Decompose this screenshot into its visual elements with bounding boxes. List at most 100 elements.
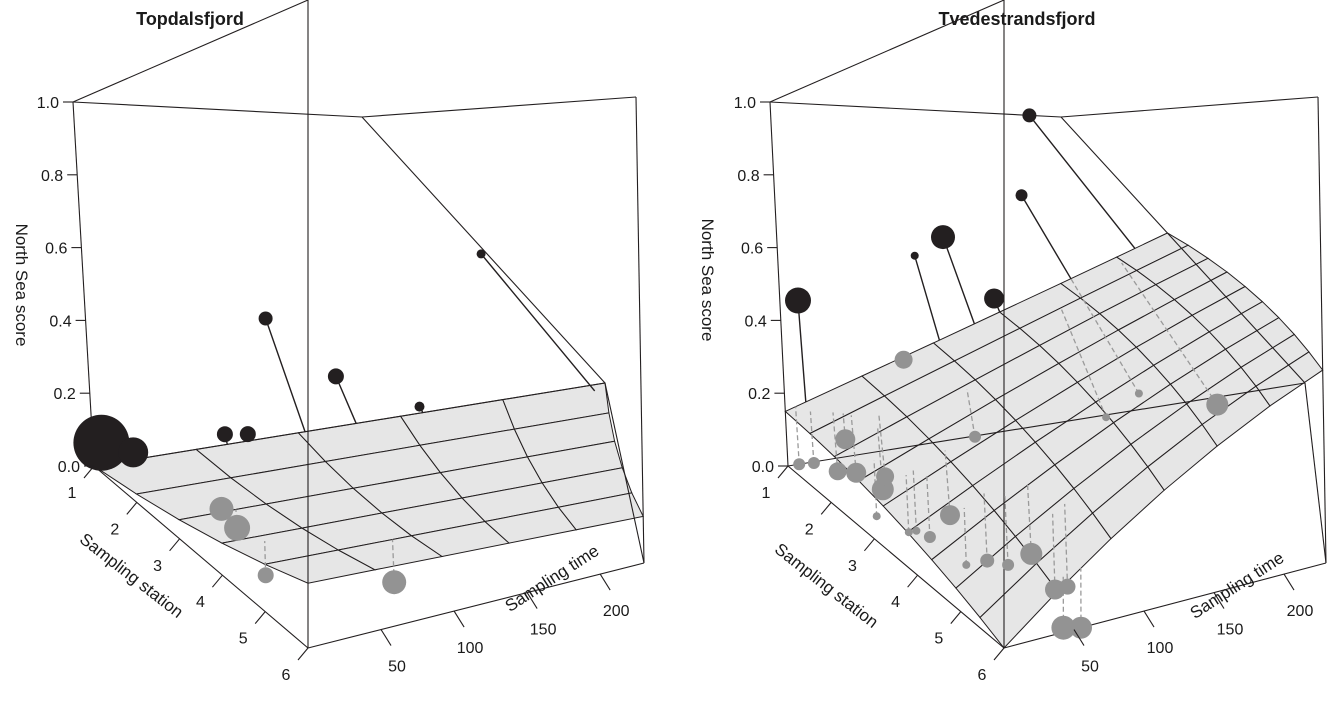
box-edge	[1304, 382, 1327, 564]
data-point	[209, 496, 234, 521]
x-tick	[380, 629, 392, 646]
z-tick-label: 0.0	[752, 459, 774, 476]
y-tick-label: 6	[282, 667, 291, 684]
x-tick-label: 150	[530, 622, 557, 639]
data-point	[414, 401, 425, 412]
data-point	[257, 567, 274, 584]
y-tick	[126, 502, 138, 515]
residual-stem	[942, 236, 976, 325]
data-point	[216, 426, 233, 443]
residual-stem	[832, 412, 839, 472]
residual-stem	[335, 376, 357, 424]
residual-stem	[1070, 278, 1140, 394]
y-tick-label: 4	[891, 594, 900, 611]
data-point	[923, 531, 936, 543]
box-edge	[361, 116, 606, 384]
x-tick-label: 50	[388, 659, 406, 676]
z-axis-label: North Sea score	[12, 224, 31, 347]
data-point	[931, 225, 955, 250]
residual-stem	[797, 300, 807, 403]
y-tick	[820, 502, 832, 515]
data-point	[258, 311, 273, 326]
z-axis-label: North Sea score	[698, 219, 717, 342]
box-edge	[1060, 96, 1319, 118]
y-tick	[211, 574, 223, 588]
y-tick	[254, 611, 266, 624]
data-point	[835, 429, 856, 450]
x-tick-label: 50	[1081, 659, 1099, 676]
box-edge	[307, 562, 645, 649]
y-tick-label: 1	[762, 485, 771, 502]
residual-stem	[1026, 482, 1032, 554]
z-tick-label: 0.6	[45, 241, 67, 258]
data-point	[940, 505, 960, 526]
residual-stem	[794, 406, 800, 465]
data-point	[118, 437, 149, 468]
z-tick-label: 0.8	[737, 168, 759, 185]
chart-title: Topdalsfjord	[136, 9, 244, 29]
data-point	[1051, 615, 1076, 640]
y-tick-label: 6	[978, 667, 987, 684]
data-point	[980, 553, 995, 568]
residual-stem	[480, 253, 596, 392]
data-point	[224, 514, 251, 541]
z-tick-label: 0.0	[58, 459, 80, 476]
box-edge	[361, 96, 637, 118]
residual-stem	[912, 470, 918, 531]
y-tick-label: 4	[196, 594, 205, 611]
z-tick-label: 1.0	[734, 95, 756, 112]
z-tick-label: 0.4	[745, 313, 767, 330]
y-tick	[863, 538, 875, 552]
y-tick-label: 3	[153, 558, 162, 575]
y-tick-label: 2	[110, 521, 119, 538]
data-point	[785, 287, 811, 314]
y-tick	[950, 611, 962, 624]
y-tick	[907, 574, 919, 588]
box-edge	[787, 465, 1005, 649]
data-point	[476, 249, 486, 259]
box-edge	[93, 382, 606, 467]
data-point	[912, 526, 921, 535]
residual-stem	[809, 411, 815, 463]
residual-stem	[1003, 492, 1009, 565]
residual-stem	[1051, 513, 1056, 590]
box-edge	[769, 101, 1062, 118]
residual-stem	[905, 475, 910, 533]
data-point	[894, 350, 913, 369]
data-point	[1015, 189, 1028, 202]
residual-stem	[1121, 262, 1218, 406]
data-point	[846, 462, 867, 483]
x-tick	[1143, 610, 1155, 628]
x-tick	[526, 592, 538, 609]
residual-stem	[983, 493, 988, 561]
x-tick-label: 200	[603, 603, 630, 620]
residual-stem	[264, 318, 306, 432]
x-tick	[1073, 629, 1085, 646]
chart-topdalsfjord: Topdalsfjord 0.0 0.2 0.4 0.6 0.8 1.0 1 2 3 4 5 6 50 1…	[12, 0, 645, 684]
z-tick-label: 0.4	[49, 313, 71, 330]
data-point	[910, 251, 919, 260]
y-tick	[169, 538, 181, 552]
residual-stem	[914, 255, 941, 341]
residual-stem	[1064, 503, 1069, 587]
y-tick-label: 1	[68, 485, 77, 502]
data-point	[327, 368, 344, 385]
residual-stem	[264, 541, 267, 576]
data-point	[1206, 393, 1229, 416]
y-axis-label: Sampling station	[76, 529, 187, 621]
x-tick-label: 100	[457, 640, 484, 657]
residual-stem	[963, 507, 967, 565]
residual-stem	[1028, 114, 1136, 249]
y-tick-label: 2	[805, 521, 814, 538]
data-point	[1020, 542, 1043, 565]
x-tick	[453, 610, 465, 628]
data-point	[984, 288, 1005, 309]
z-tick-label: 0.8	[41, 168, 63, 185]
y-tick	[297, 647, 309, 661]
y-tick	[83, 465, 95, 479]
data-point	[904, 528, 913, 537]
data-point	[73, 414, 130, 471]
data-point	[807, 457, 820, 469]
box-edge	[72, 101, 95, 467]
data-point	[969, 430, 981, 443]
